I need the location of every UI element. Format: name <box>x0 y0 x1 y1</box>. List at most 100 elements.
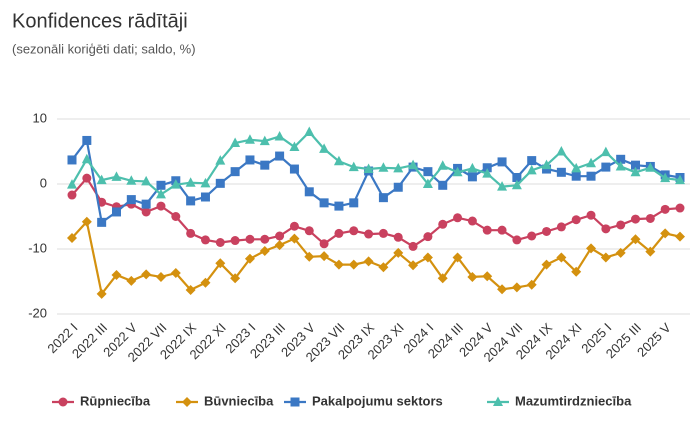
marker <box>289 164 299 174</box>
marker <box>155 188 166 199</box>
marker <box>304 187 314 197</box>
marker <box>126 195 136 205</box>
marker <box>319 198 329 208</box>
marker <box>526 164 537 175</box>
marker <box>527 231 537 241</box>
marker <box>141 199 151 209</box>
marker <box>333 259 344 270</box>
marker <box>289 141 300 151</box>
marker <box>497 157 507 167</box>
marker <box>467 216 477 226</box>
marker <box>215 178 225 188</box>
marker <box>170 268 181 279</box>
x-tick-label: 2025 V <box>634 320 674 360</box>
marker <box>586 243 597 254</box>
marker <box>186 196 196 206</box>
marker <box>631 214 641 224</box>
marker <box>348 259 359 270</box>
legend-item: Rūpniecība <box>52 393 151 408</box>
marker <box>244 253 255 264</box>
marker <box>482 271 493 282</box>
marker <box>556 222 566 232</box>
marker <box>378 262 389 273</box>
marker <box>67 179 77 189</box>
marker <box>541 159 552 170</box>
marker <box>215 258 226 269</box>
marker <box>96 174 107 185</box>
marker <box>230 273 241 284</box>
marker <box>230 167 240 177</box>
marker <box>185 284 196 295</box>
marker <box>408 241 418 251</box>
marker <box>274 240 285 251</box>
marker <box>452 166 463 177</box>
marker <box>393 247 404 258</box>
marker <box>527 156 537 166</box>
marker <box>571 171 581 181</box>
series-line <box>71 219 681 297</box>
marker <box>616 154 626 164</box>
marker <box>58 397 68 407</box>
marker <box>334 201 344 211</box>
marker <box>364 229 374 239</box>
marker <box>422 252 433 263</box>
marker <box>526 279 537 290</box>
marker <box>645 213 655 223</box>
marker <box>556 252 567 263</box>
marker <box>349 198 359 208</box>
marker <box>349 226 359 236</box>
marker <box>156 180 166 190</box>
marker <box>290 397 300 407</box>
marker <box>81 153 92 164</box>
marker <box>244 134 255 144</box>
marker <box>182 397 192 407</box>
marker <box>141 269 152 280</box>
legend-item: Pakalpojumu sektors <box>284 393 443 408</box>
marker <box>141 207 151 217</box>
marker <box>453 213 463 223</box>
marker <box>482 168 493 178</box>
marker <box>631 160 641 170</box>
marker <box>363 256 374 267</box>
legend-item: Būvniecība <box>176 393 274 408</box>
marker <box>111 207 121 217</box>
marker <box>215 155 226 165</box>
marker <box>660 204 670 214</box>
marker <box>467 271 478 282</box>
marker <box>556 167 566 177</box>
marker <box>260 160 270 170</box>
marker <box>82 173 92 183</box>
marker <box>497 181 508 191</box>
marker <box>245 234 255 244</box>
marker <box>259 245 270 256</box>
marker <box>97 217 107 227</box>
marker <box>259 135 270 146</box>
marker <box>675 203 685 213</box>
marker <box>511 282 522 293</box>
marker <box>675 174 685 185</box>
marker <box>660 172 671 183</box>
marker <box>67 155 77 165</box>
marker <box>304 126 315 136</box>
marker <box>437 273 448 284</box>
marker <box>67 190 77 200</box>
marker <box>319 251 330 262</box>
marker <box>156 201 166 211</box>
marker <box>467 172 477 182</box>
marker <box>393 232 403 242</box>
series <box>67 216 685 299</box>
y-tick-label: 10 <box>33 110 47 125</box>
marker <box>378 228 388 238</box>
chart-subtitle: (sezonāli koriģēti dati; saldo, %) <box>12 41 196 56</box>
marker <box>452 252 463 263</box>
marker <box>348 161 359 172</box>
marker <box>601 162 611 172</box>
marker <box>67 232 77 243</box>
marker <box>126 275 137 286</box>
marker <box>363 163 374 174</box>
marker <box>601 224 611 234</box>
marker <box>319 143 330 153</box>
marker <box>230 137 241 148</box>
marker <box>630 166 641 177</box>
